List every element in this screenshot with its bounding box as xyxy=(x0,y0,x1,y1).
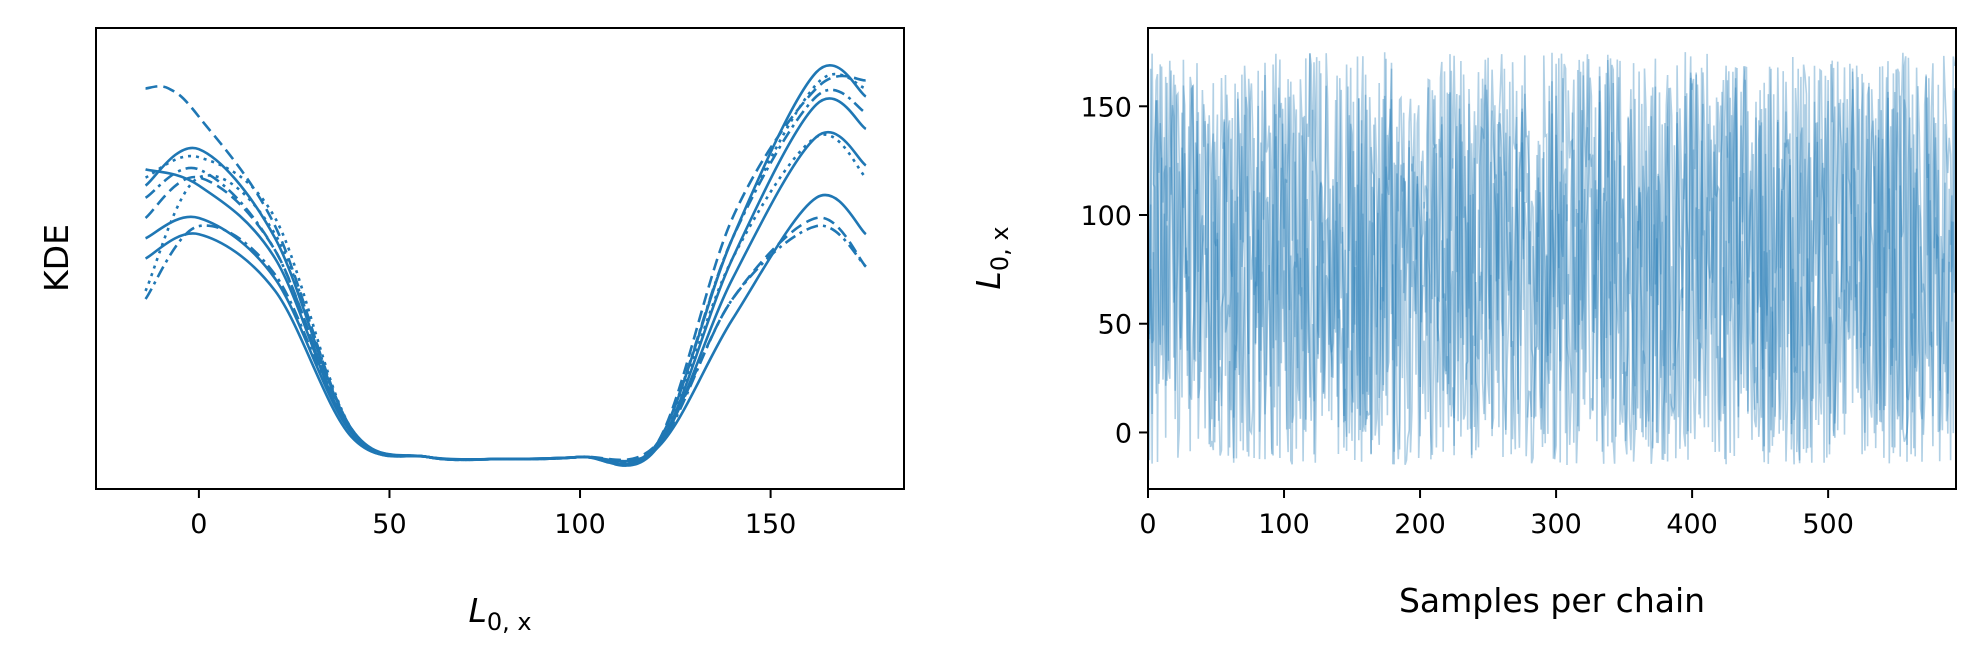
trace-axes-frame xyxy=(1147,27,1957,490)
kde-x-ticks: 0 50 100 150 xyxy=(190,489,796,540)
kde-axes-frame xyxy=(95,27,905,490)
trace-chain-line xyxy=(1148,53,1956,466)
trace-y-tick-label: 0 xyxy=(1115,418,1132,449)
kde-x-tick-label: 0 xyxy=(190,509,207,540)
trace-x-axis-label: Samples per chain xyxy=(1399,581,1705,620)
trace-x-tick-label: 400 xyxy=(1666,509,1718,540)
trace-x-tick-label: 300 xyxy=(1530,509,1582,540)
kde-x-axis-label-sub: 0, x xyxy=(487,608,532,636)
trace-y-tick-label: 150 xyxy=(1080,92,1132,123)
kde-lines xyxy=(144,63,867,467)
kde-x-axis-label-main: L xyxy=(468,591,486,630)
trace-x-ticks: 0 100 200 300 400 500 xyxy=(1139,489,1854,540)
trace-y-axis-label-sub: 0, x xyxy=(986,226,1014,271)
kde-series-line xyxy=(145,85,867,462)
kde-series-line xyxy=(144,133,867,464)
kde-x-axis-label: L0, x xyxy=(468,591,531,636)
kde-y-axis-label: KDE xyxy=(37,224,76,292)
trace-chain-line xyxy=(1148,52,1956,465)
trace-chain-line xyxy=(1148,52,1956,466)
trace-x-tick-label: 100 xyxy=(1258,509,1310,540)
trace-chain-line xyxy=(1148,52,1956,464)
trace-x-tick-label: 500 xyxy=(1802,509,1854,540)
kde-panel: 0 50 100 150 KDE L0, x xyxy=(37,27,905,636)
kde-x-tick-label: 50 xyxy=(372,509,406,540)
kde-x-tick-label: 100 xyxy=(554,509,606,540)
trace-panel: 0 100 200 300 400 500 0 50 100 150 L0, x Samples… xyxy=(969,27,1957,620)
trace-y-axis-label-main: L xyxy=(969,271,1008,289)
trace-lines xyxy=(1148,52,1956,466)
kde-series-line xyxy=(144,88,867,466)
trace-x-tick-label: 0 xyxy=(1139,509,1156,540)
trace-y-ticks: 0 50 100 150 xyxy=(1080,92,1148,449)
trace-x-tick-label: 200 xyxy=(1394,509,1446,540)
trace-y-tick-label: 100 xyxy=(1080,201,1132,232)
trace-y-tick-label: 50 xyxy=(1098,310,1132,341)
trace-y-axis-label: L0, x xyxy=(969,226,1014,289)
kde-x-tick-label: 150 xyxy=(745,509,797,540)
